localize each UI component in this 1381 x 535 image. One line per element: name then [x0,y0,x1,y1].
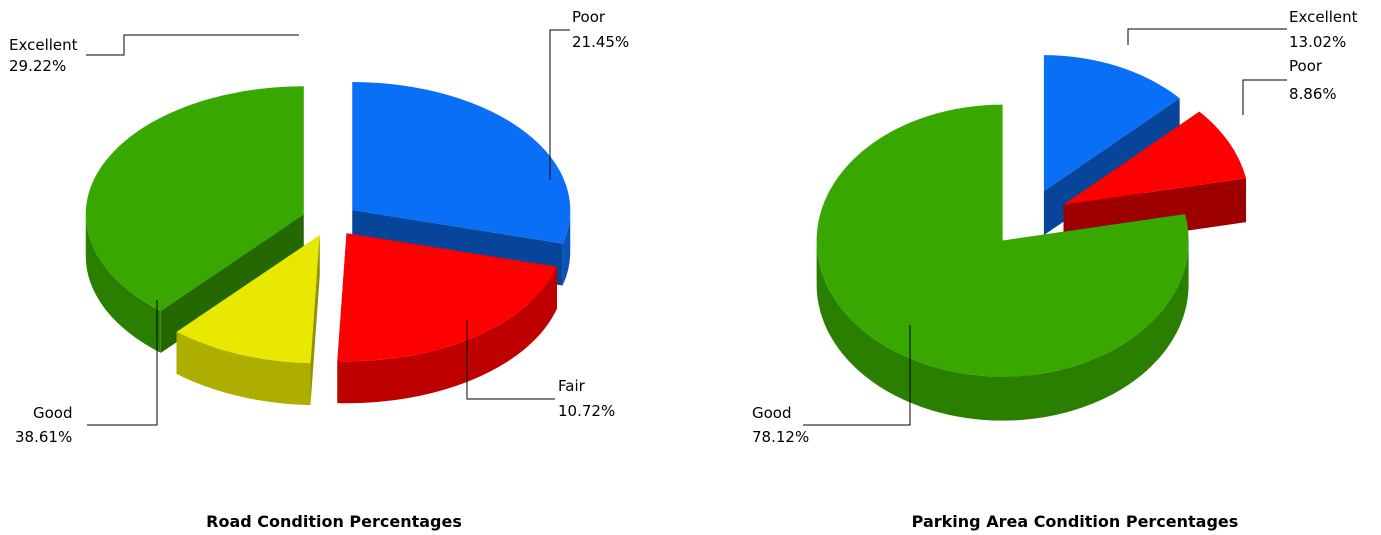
pie-slice-fair [176,235,320,406]
slice-label-poor: Poor 21.45% [549,8,629,180]
parking-area-condition-chart: Excellent 13.02% Poor 8.86% Good 78.12% Parkin… [752,8,1358,531]
slice-label-good: Good 38.61% [15,300,158,446]
slice-category-fair: Fair [558,377,586,395]
slice-value-poor: 8.86% [1289,85,1337,103]
slice-label-poor: Poor 8.86% [1242,57,1337,115]
slice-category-excellent: Excellent [1289,8,1358,26]
chart-title: Road Condition Percentages [206,512,462,531]
slice-category-excellent: Excellent [9,36,78,54]
chart-title: Parking Area Condition Percentages [912,512,1239,531]
slice-category-good: Good [752,404,792,422]
slice-value-fair: 10.72% [558,402,615,420]
leader-line-good [87,300,158,426]
leader-line-poor [549,29,570,180]
slice-value-poor: 21.45% [572,33,629,51]
leader-line-excellent [1127,28,1287,45]
slice-label-fair: Fair 10.72% [466,320,615,420]
slice-label-excellent: Excellent 13.02% [1127,8,1358,51]
pie-slice-good [85,86,304,353]
leader-line-good [803,325,911,426]
slice-value-excellent: 29.22% [9,57,66,75]
slice-value-good: 38.61% [15,428,72,446]
slice-label-good: Good 78.12% [752,325,911,446]
slice-category-poor: Poor [1289,57,1323,75]
leader-line-excellent [86,34,299,56]
road-condition-chart: Excellent 29.22% Poor 21.45% Fair 10.72% Good 3… [9,8,629,531]
slice-label-excellent: Excellent 29.22% [9,34,299,75]
slice-category-poor: Poor [572,8,606,26]
pie-slice-poor [337,233,557,404]
slice-category-good: Good [33,404,73,422]
slice-value-excellent: 13.02% [1289,33,1346,51]
slice-value-good: 78.12% [752,428,809,446]
leader-line-poor [1242,79,1287,115]
leader-line-fair [466,320,555,400]
